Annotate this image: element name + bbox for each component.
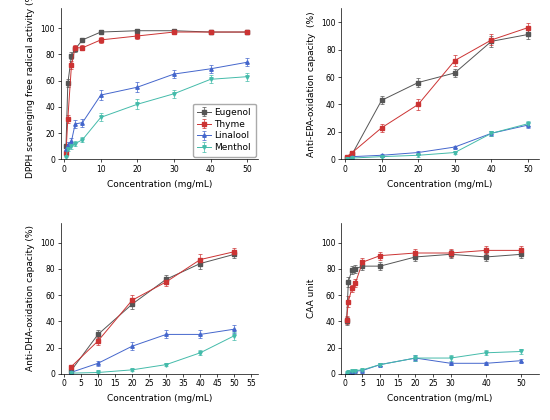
X-axis label: Concentration (mg/mL): Concentration (mg/mL)	[107, 179, 212, 189]
Y-axis label: CAA unit: CAA unit	[307, 278, 316, 318]
Y-axis label: Anti-EPA-oxidation capacity  (%): Anti-EPA-oxidation capacity (%)	[307, 11, 316, 157]
Y-axis label: Anti-DHA-oxidation capacity (%): Anti-DHA-oxidation capacity (%)	[26, 225, 35, 371]
Legend: Eugenol, Thyme, Linalool, Menthol: Eugenol, Thyme, Linalool, Menthol	[192, 104, 256, 157]
X-axis label: Concentration (mg/mL): Concentration (mg/mL)	[107, 394, 212, 403]
X-axis label: Concentration (mg/mL): Concentration (mg/mL)	[387, 394, 493, 403]
Y-axis label: DPPH scavenging free radical activity (%): DPPH scavenging free radical activity (%…	[26, 0, 35, 178]
X-axis label: Concentration (mg/mL): Concentration (mg/mL)	[387, 179, 493, 189]
